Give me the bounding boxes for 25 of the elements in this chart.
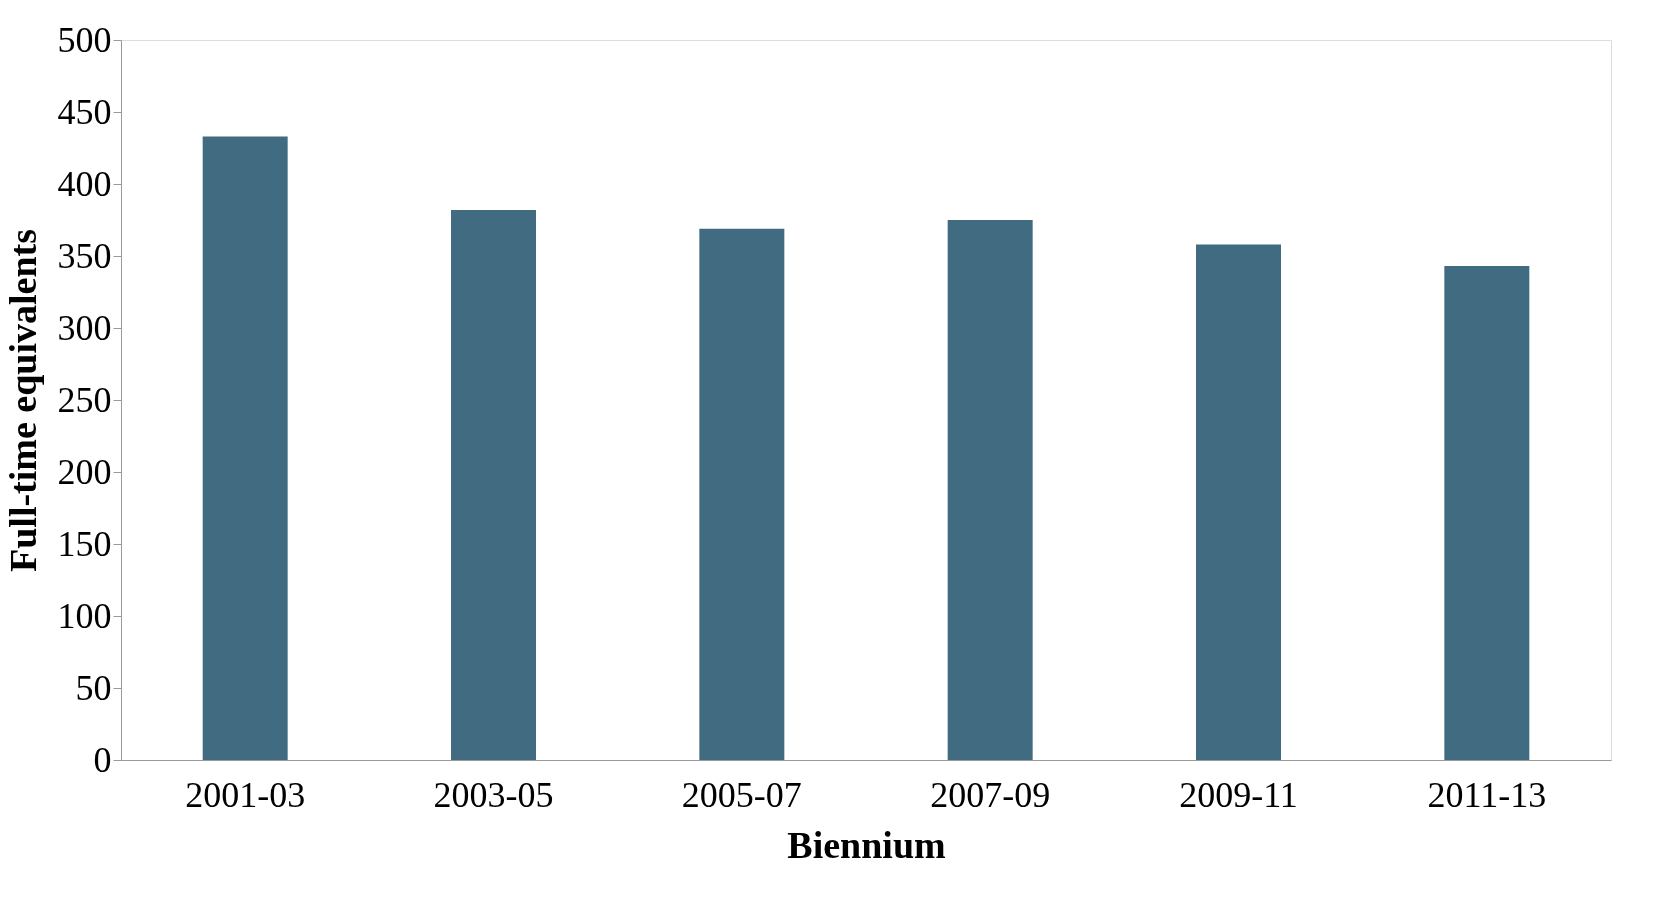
x-tick-label: 2011-13 <box>1427 774 1547 815</box>
y-axis-title: Full-time equivalents <box>1 228 44 573</box>
y-tick-label: 450 <box>57 91 112 132</box>
x-tick-label: 2003-05 <box>433 774 554 815</box>
bar <box>947 220 1033 760</box>
y-tick-label: 250 <box>57 379 112 420</box>
x-tick-label: 2007-09 <box>930 774 1051 815</box>
x-tick-label: 2005-07 <box>681 774 802 815</box>
bar <box>1196 244 1281 760</box>
x-tick-label: 2001-03 <box>185 774 306 815</box>
y-tick-label: 200 <box>57 451 112 492</box>
bar <box>699 228 785 760</box>
y-tick-label: 350 <box>57 235 112 276</box>
y-tick-label: 150 <box>57 523 112 564</box>
x-axis-title: Biennium <box>787 823 946 866</box>
bar <box>202 136 288 760</box>
bar <box>451 209 536 760</box>
bar <box>1444 266 1530 760</box>
y-tick-label: 100 <box>57 595 112 636</box>
y-tick-label: 400 <box>57 163 112 204</box>
y-tick-label: 50 <box>75 667 112 708</box>
x-tick-label: 2009-11 <box>1179 774 1298 815</box>
y-tick-label: 0 <box>93 739 112 780</box>
y-tick-label: 300 <box>57 307 112 348</box>
y-tick-label: 500 <box>57 19 112 60</box>
